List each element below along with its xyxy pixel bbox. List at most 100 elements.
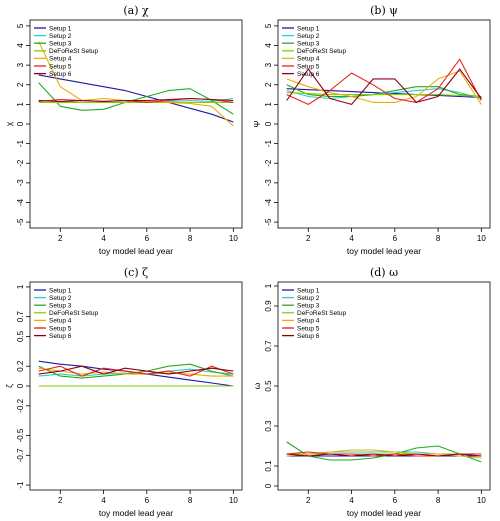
y-tick-label: -2 <box>16 159 25 167</box>
y-tick-label: 0.7 <box>264 340 273 352</box>
x-tick-label: 8 <box>188 234 193 243</box>
y-tick-label: 0 <box>264 483 273 488</box>
x-tick-label: 2 <box>58 234 63 243</box>
x-tick-label: 10 <box>477 496 486 505</box>
x-tick-label: 2 <box>306 234 311 243</box>
x-tick-label: 8 <box>436 496 441 505</box>
legend-label: DeFoReSt Setup <box>297 48 347 55</box>
x-tick-label: 8 <box>188 496 193 505</box>
series-line-7 <box>286 68 482 105</box>
y-tick-label: 5 <box>264 23 273 28</box>
y-tick-label: 3 <box>16 62 25 67</box>
y-tick-label: 4 <box>16 43 25 48</box>
x-axis-label: toy model lead year <box>99 246 173 256</box>
series-line-5 <box>38 367 234 377</box>
x-tick-label: 6 <box>393 496 398 505</box>
series-line-4 <box>286 92 482 98</box>
x-tick-label: 2 <box>58 496 63 505</box>
y-axis-label: Ψ <box>252 120 262 127</box>
legend-label: Setup 3 <box>297 41 320 48</box>
x-axis-label: toy model lead year <box>347 508 421 518</box>
y-tick-label: -1 <box>16 481 25 489</box>
legend-label: Setup 4 <box>297 56 320 63</box>
series-line-7 <box>286 453 482 457</box>
legend-label: Setup 5 <box>49 325 72 332</box>
y-tick-label: -4 <box>16 198 25 206</box>
y-tick-label: -3 <box>264 179 273 187</box>
y-tick-label: 0 <box>16 383 25 388</box>
series-line-3 <box>286 441 482 463</box>
y-tick-label: 2 <box>264 82 273 87</box>
x-tick-label: 10 <box>477 234 486 243</box>
legend-label: Setup 1 <box>297 287 320 294</box>
series-line-1 <box>38 74 234 123</box>
x-tick-label: 10 <box>229 234 238 243</box>
legend-label: Setup 5 <box>297 63 320 70</box>
chart-panel-4: (d) ω 2 4 6 8 10 0 0.1 0.3 0.5 0.7 0.9 1 toy model le… <box>252 266 491 518</box>
series-line-7 <box>38 97 234 102</box>
legend-label: Setup 5 <box>297 325 320 332</box>
y-tick-label: 0.5 <box>16 330 25 342</box>
y-tick-label: 0.5 <box>264 380 273 392</box>
legend-label: DeFoReSt Setup <box>297 310 347 317</box>
legend-label: DeFoReSt Setup <box>49 48 99 55</box>
legend-label: Setup 3 <box>49 41 72 48</box>
legend-label: Setup 6 <box>297 71 320 78</box>
y-axis-label: χ <box>4 121 14 126</box>
x-tick-label: 2 <box>306 496 311 505</box>
legend-label: Setup 4 <box>49 318 72 325</box>
chart-panel-1: (a) χ 2 4 6 8 10 -5 -4 -3 -2 -1 0 1 2 3 4 5 toy model lea… <box>4 4 243 256</box>
legend-label: Setup 4 <box>297 318 320 325</box>
legend-label: Setup 3 <box>49 303 72 310</box>
y-tick-label: 4 <box>264 43 273 48</box>
legend-label: Setup 2 <box>49 33 72 40</box>
y-tick-label: 1 <box>16 284 25 289</box>
y-tick-label: -0.7 <box>16 448 25 462</box>
y-tick-label: 0.9 <box>264 300 273 312</box>
y-tick-label: -3 <box>16 179 25 187</box>
legend-label: Setup 6 <box>49 333 72 340</box>
series-line-6 <box>286 58 482 105</box>
x-tick-label: 6 <box>393 234 398 243</box>
y-tick-label: 3 <box>264 62 273 67</box>
y-axis-label: ω <box>252 382 262 389</box>
y-tick-label: 1 <box>16 102 25 107</box>
x-tick-label: 6 <box>145 496 150 505</box>
x-tick-label: 4 <box>101 496 106 505</box>
x-tick-label: 4 <box>101 234 106 243</box>
series-line-3 <box>38 82 234 115</box>
series-line-7 <box>38 365 234 375</box>
x-axis-label: toy model lead year <box>347 246 421 256</box>
y-tick-label: 0.3 <box>264 420 273 432</box>
legend-label: DeFoReSt Setup <box>49 310 99 317</box>
y-tick-label: -5 <box>264 218 273 226</box>
legend-label: Setup 2 <box>297 33 320 40</box>
y-tick-label: 0.1 <box>264 460 273 472</box>
y-tick-label: -1 <box>264 140 273 148</box>
legend-label: Setup 2 <box>49 295 72 302</box>
chart-panel-2: (b) ψ 2 4 6 8 10 -5 -4 -3 -2 -1 0 1 2 3 4 5 toy model lea… <box>252 4 491 256</box>
y-tick-label: 0.2 <box>16 360 25 372</box>
chart-title: (a) χ <box>123 4 149 17</box>
y-tick-label: 0.7 <box>16 311 25 323</box>
legend-label: Setup 3 <box>297 303 320 310</box>
legend-label: Setup 4 <box>49 56 72 63</box>
x-tick-label: 10 <box>229 496 238 505</box>
y-tick-label: 1 <box>264 283 273 288</box>
x-tick-label: 8 <box>436 234 441 243</box>
y-tick-label: 1 <box>264 102 273 107</box>
legend-label: Setup 1 <box>49 25 72 32</box>
legend-label: Setup 1 <box>49 287 72 294</box>
legend-label: Setup 6 <box>49 71 72 78</box>
y-tick-label: -0.2 <box>16 398 25 412</box>
chart-title: (d) ω <box>370 266 398 279</box>
y-tick-label: -5 <box>16 218 25 226</box>
y-tick-label: -1 <box>16 140 25 148</box>
y-tick-label: -2 <box>264 159 273 167</box>
chart-panel-3: (c) ζ 2 4 6 8 10 -1 -0.7 -0.5 -0.2 0 0.2 0.5 0.7 1 toy … <box>4 266 243 518</box>
x-tick-label: 4 <box>349 496 354 505</box>
legend-label: Setup 5 <box>49 63 72 70</box>
